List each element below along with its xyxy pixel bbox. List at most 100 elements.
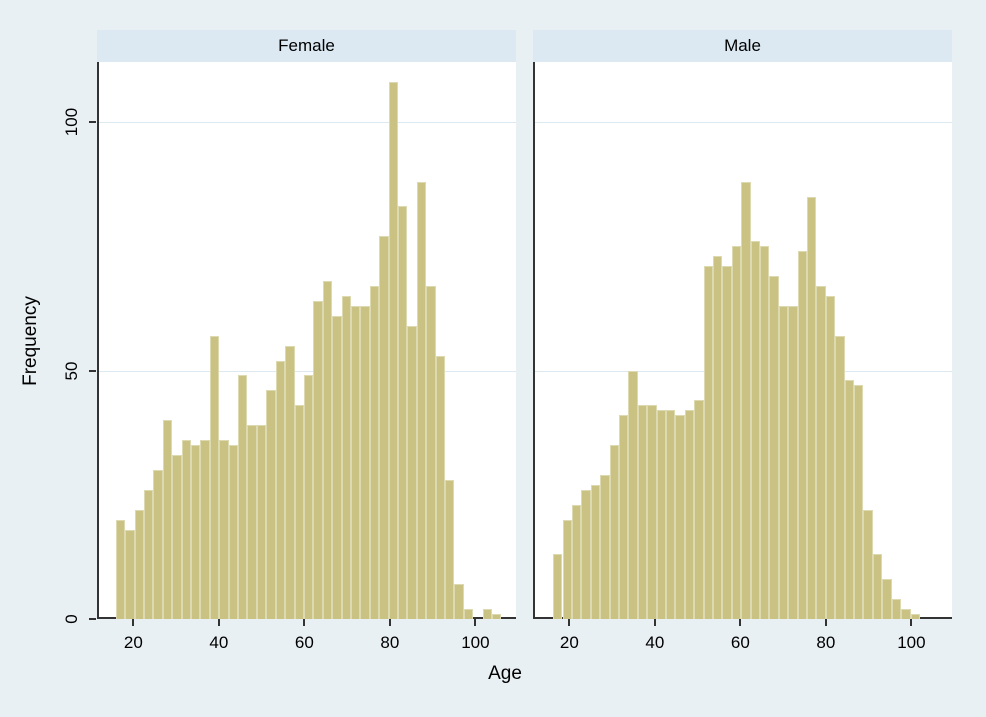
- x-tick-mark-40: [653, 619, 656, 626]
- x-tick-mark-60: [303, 619, 306, 626]
- histogram-bar: [125, 529, 135, 619]
- histogram-bar: [760, 246, 770, 619]
- x-tick-label-80: 80: [380, 633, 400, 652]
- histogram-bar: [209, 335, 220, 619]
- histogram-bar: [463, 609, 474, 619]
- y-tick-mark-0: [89, 618, 96, 620]
- x-tick-label-100: 100: [897, 633, 926, 652]
- histogram-bar: [891, 599, 902, 619]
- y-axis-title: Frequency: [20, 296, 41, 386]
- histogram-bar: [313, 300, 323, 619]
- y-tick-label-50: 50: [62, 361, 81, 380]
- histogram-bar: [562, 519, 572, 619]
- histogram-bar: [590, 484, 601, 619]
- histogram-bar: [647, 405, 657, 619]
- panel-header-male: Male: [533, 30, 952, 62]
- histogram-bar: [741, 181, 751, 619]
- histogram-bar: [722, 266, 732, 619]
- histogram-bar: [835, 335, 845, 619]
- panel-title-male: Male: [724, 36, 761, 55]
- histogram-bar: [134, 509, 144, 619]
- histogram-bar: [397, 206, 408, 619]
- histogram-bar: [788, 305, 798, 619]
- histogram-bar: [247, 425, 257, 619]
- histogram-bar: [341, 295, 351, 619]
- histogram-bar: [285, 345, 295, 619]
- histogram-bar: [322, 281, 333, 619]
- histogram-bar: [609, 445, 619, 619]
- x-tick-mark-80: [824, 619, 827, 626]
- x-tick-label-60: 60: [294, 633, 314, 652]
- histogram-bar: [426, 286, 436, 619]
- histogram-bar: [863, 509, 873, 619]
- plot-area-male: [533, 62, 952, 619]
- histogram-bar: [275, 360, 286, 619]
- histogram-bar: [416, 181, 427, 619]
- histogram-bar: [872, 554, 883, 619]
- histogram-bar: [637, 405, 648, 619]
- histogram-bar: [910, 614, 920, 619]
- x-tick-label-20: 20: [123, 633, 143, 652]
- x-axis-title: Age: [488, 663, 522, 684]
- histogram-bar: [369, 286, 380, 619]
- histogram-bar: [144, 489, 154, 619]
- histogram-bar: [360, 305, 370, 619]
- histogram-bar: [238, 375, 248, 619]
- x-tick-mark-100: [474, 619, 477, 626]
- histogram-bar: [665, 410, 676, 619]
- y-tick-label-0: 0: [62, 614, 81, 624]
- x-tick-mark-20: [132, 619, 135, 626]
- histogram-bar: [901, 609, 911, 619]
- histogram-bar: [628, 370, 638, 619]
- histogram-bar: [332, 315, 342, 619]
- histogram-bar: [266, 390, 276, 619]
- histogram-bar: [191, 445, 201, 619]
- histogram-bar: [750, 241, 760, 619]
- histogram-bar: [825, 295, 836, 619]
- histogram-bar: [388, 82, 398, 619]
- y-tick-label-100: 100: [62, 107, 81, 137]
- histogram-bar: [153, 469, 163, 619]
- histogram-bar: [778, 305, 789, 619]
- histogram-bar: [181, 440, 192, 619]
- histogram-bar: [854, 385, 864, 619]
- histogram-bar: [350, 305, 361, 619]
- x-tick-label-20: 20: [559, 633, 579, 652]
- histogram-bar: [675, 415, 685, 619]
- histogram-bar: [816, 286, 826, 619]
- histogram-bar: [882, 579, 892, 619]
- histogram-bar: [200, 440, 210, 619]
- histogram-bar: [407, 325, 417, 619]
- histogram-bar: [703, 266, 713, 619]
- x-tick-mark-100: [910, 619, 913, 626]
- x-tick-label-40: 40: [645, 633, 665, 652]
- histogram-bar: [454, 584, 464, 619]
- histogram-bar: [769, 276, 779, 619]
- x-tick-mark-60: [739, 619, 742, 626]
- histogram-bar: [731, 246, 742, 619]
- x-tick-mark-80: [388, 619, 391, 626]
- histogram-bar: [694, 400, 704, 619]
- x-tick-label-80: 80: [816, 633, 836, 652]
- histogram-bar: [492, 614, 502, 619]
- panel-title-female: Female: [278, 36, 335, 55]
- histogram-bar: [435, 355, 445, 619]
- histogram-bar: [656, 410, 666, 619]
- x-tick-mark-40: [217, 619, 220, 626]
- histogram-bar: [172, 454, 182, 619]
- x-tick-label-100: 100: [461, 633, 490, 652]
- histogram-bar: [618, 415, 629, 619]
- gridline-y-100: [535, 122, 952, 123]
- gridline-y-100: [99, 122, 516, 123]
- histogram-bar: [797, 251, 808, 619]
- histogram-bar: [482, 609, 493, 619]
- y-tick-mark-100: [89, 121, 96, 123]
- histogram-bar: [219, 440, 229, 619]
- histogram-bar: [712, 256, 723, 619]
- histogram-bar: [581, 489, 591, 619]
- x-tick-label-40: 40: [209, 633, 229, 652]
- histogram-bar: [303, 375, 314, 619]
- histogram-bar: [600, 474, 610, 619]
- y-tick-mark-50: [89, 369, 96, 372]
